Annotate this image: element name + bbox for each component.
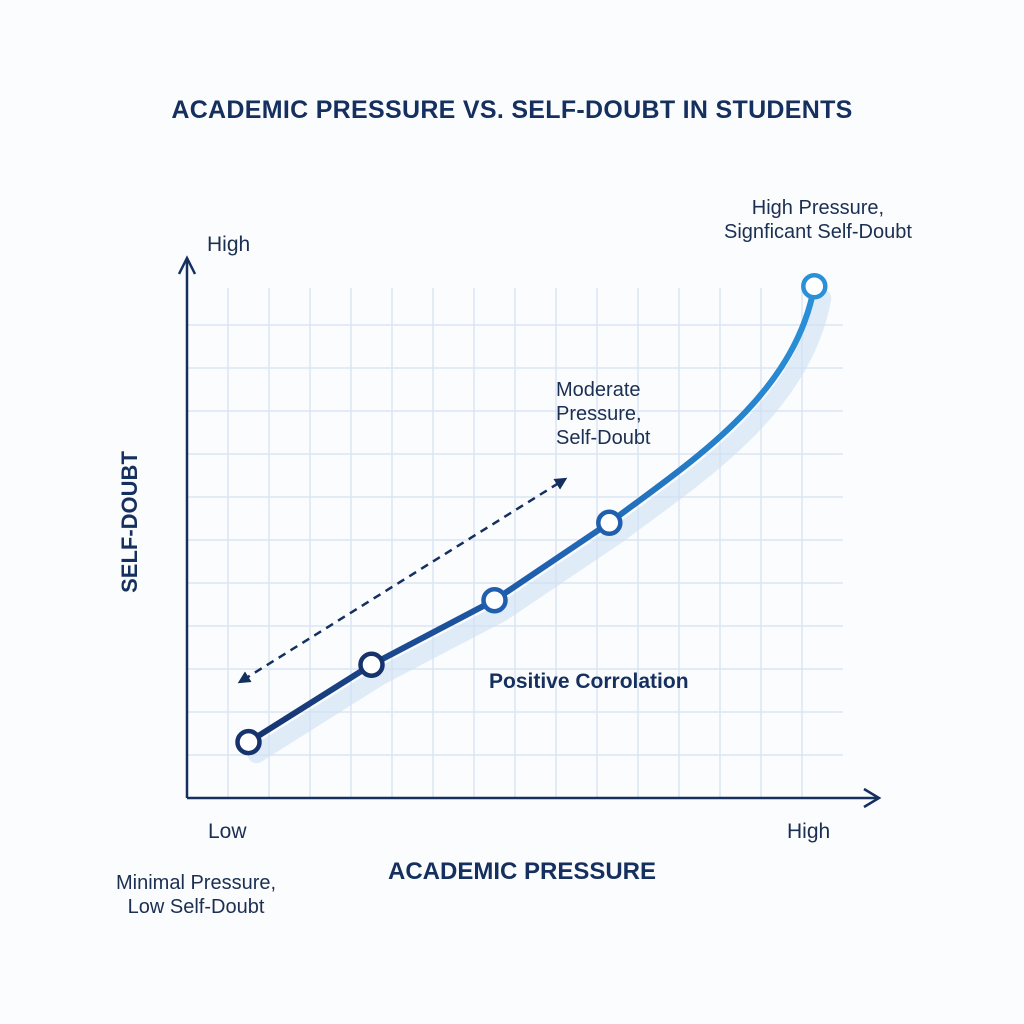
annotation-high-line2: Signficant Self-Doubt xyxy=(724,221,912,243)
x-axis-arrow-icon xyxy=(863,787,882,809)
data-point xyxy=(801,273,828,300)
data-point xyxy=(235,728,262,756)
annotation-moderate-line2: Pressure, xyxy=(556,403,642,425)
annotation-high-line1: High Pressure, xyxy=(751,197,885,219)
data-point xyxy=(596,509,623,537)
y-axis-arrow-icon xyxy=(177,255,197,275)
y-axis-label: SELF-DOUBT xyxy=(117,451,142,593)
trend-arrow xyxy=(237,477,568,684)
data-point xyxy=(481,586,508,614)
x-axis-label: ACADEMIC PRESSURE xyxy=(387,858,657,885)
annotation-low-line1: Minimal Pressure, xyxy=(116,872,277,894)
series-line-shadow xyxy=(247,289,832,764)
annotation-moderate-line1: Moderate xyxy=(556,379,641,401)
annotation-low-line2: Low Self-Doubt xyxy=(127,896,265,918)
annotation-high: High Pressure, Signficant Self-Doubt xyxy=(724,196,912,244)
x-tick-high: High xyxy=(787,820,831,843)
trend-label: Positive Corrolation xyxy=(489,670,689,693)
axes xyxy=(177,255,882,809)
annotation-moderate: Moderate Pressure, Self-Doubt xyxy=(556,378,651,450)
y-tick-high: High xyxy=(207,233,251,256)
annotation-low: Minimal Pressure, Low Self-Doubt xyxy=(116,871,276,919)
chart-title: ACADEMIC PRESSURE VS. SELF-DOUBT IN STUD… xyxy=(171,96,853,124)
annotation-moderate-line3: Self-Doubt xyxy=(556,427,651,449)
x-tick-low: Low xyxy=(208,820,247,843)
data-point xyxy=(358,651,385,678)
